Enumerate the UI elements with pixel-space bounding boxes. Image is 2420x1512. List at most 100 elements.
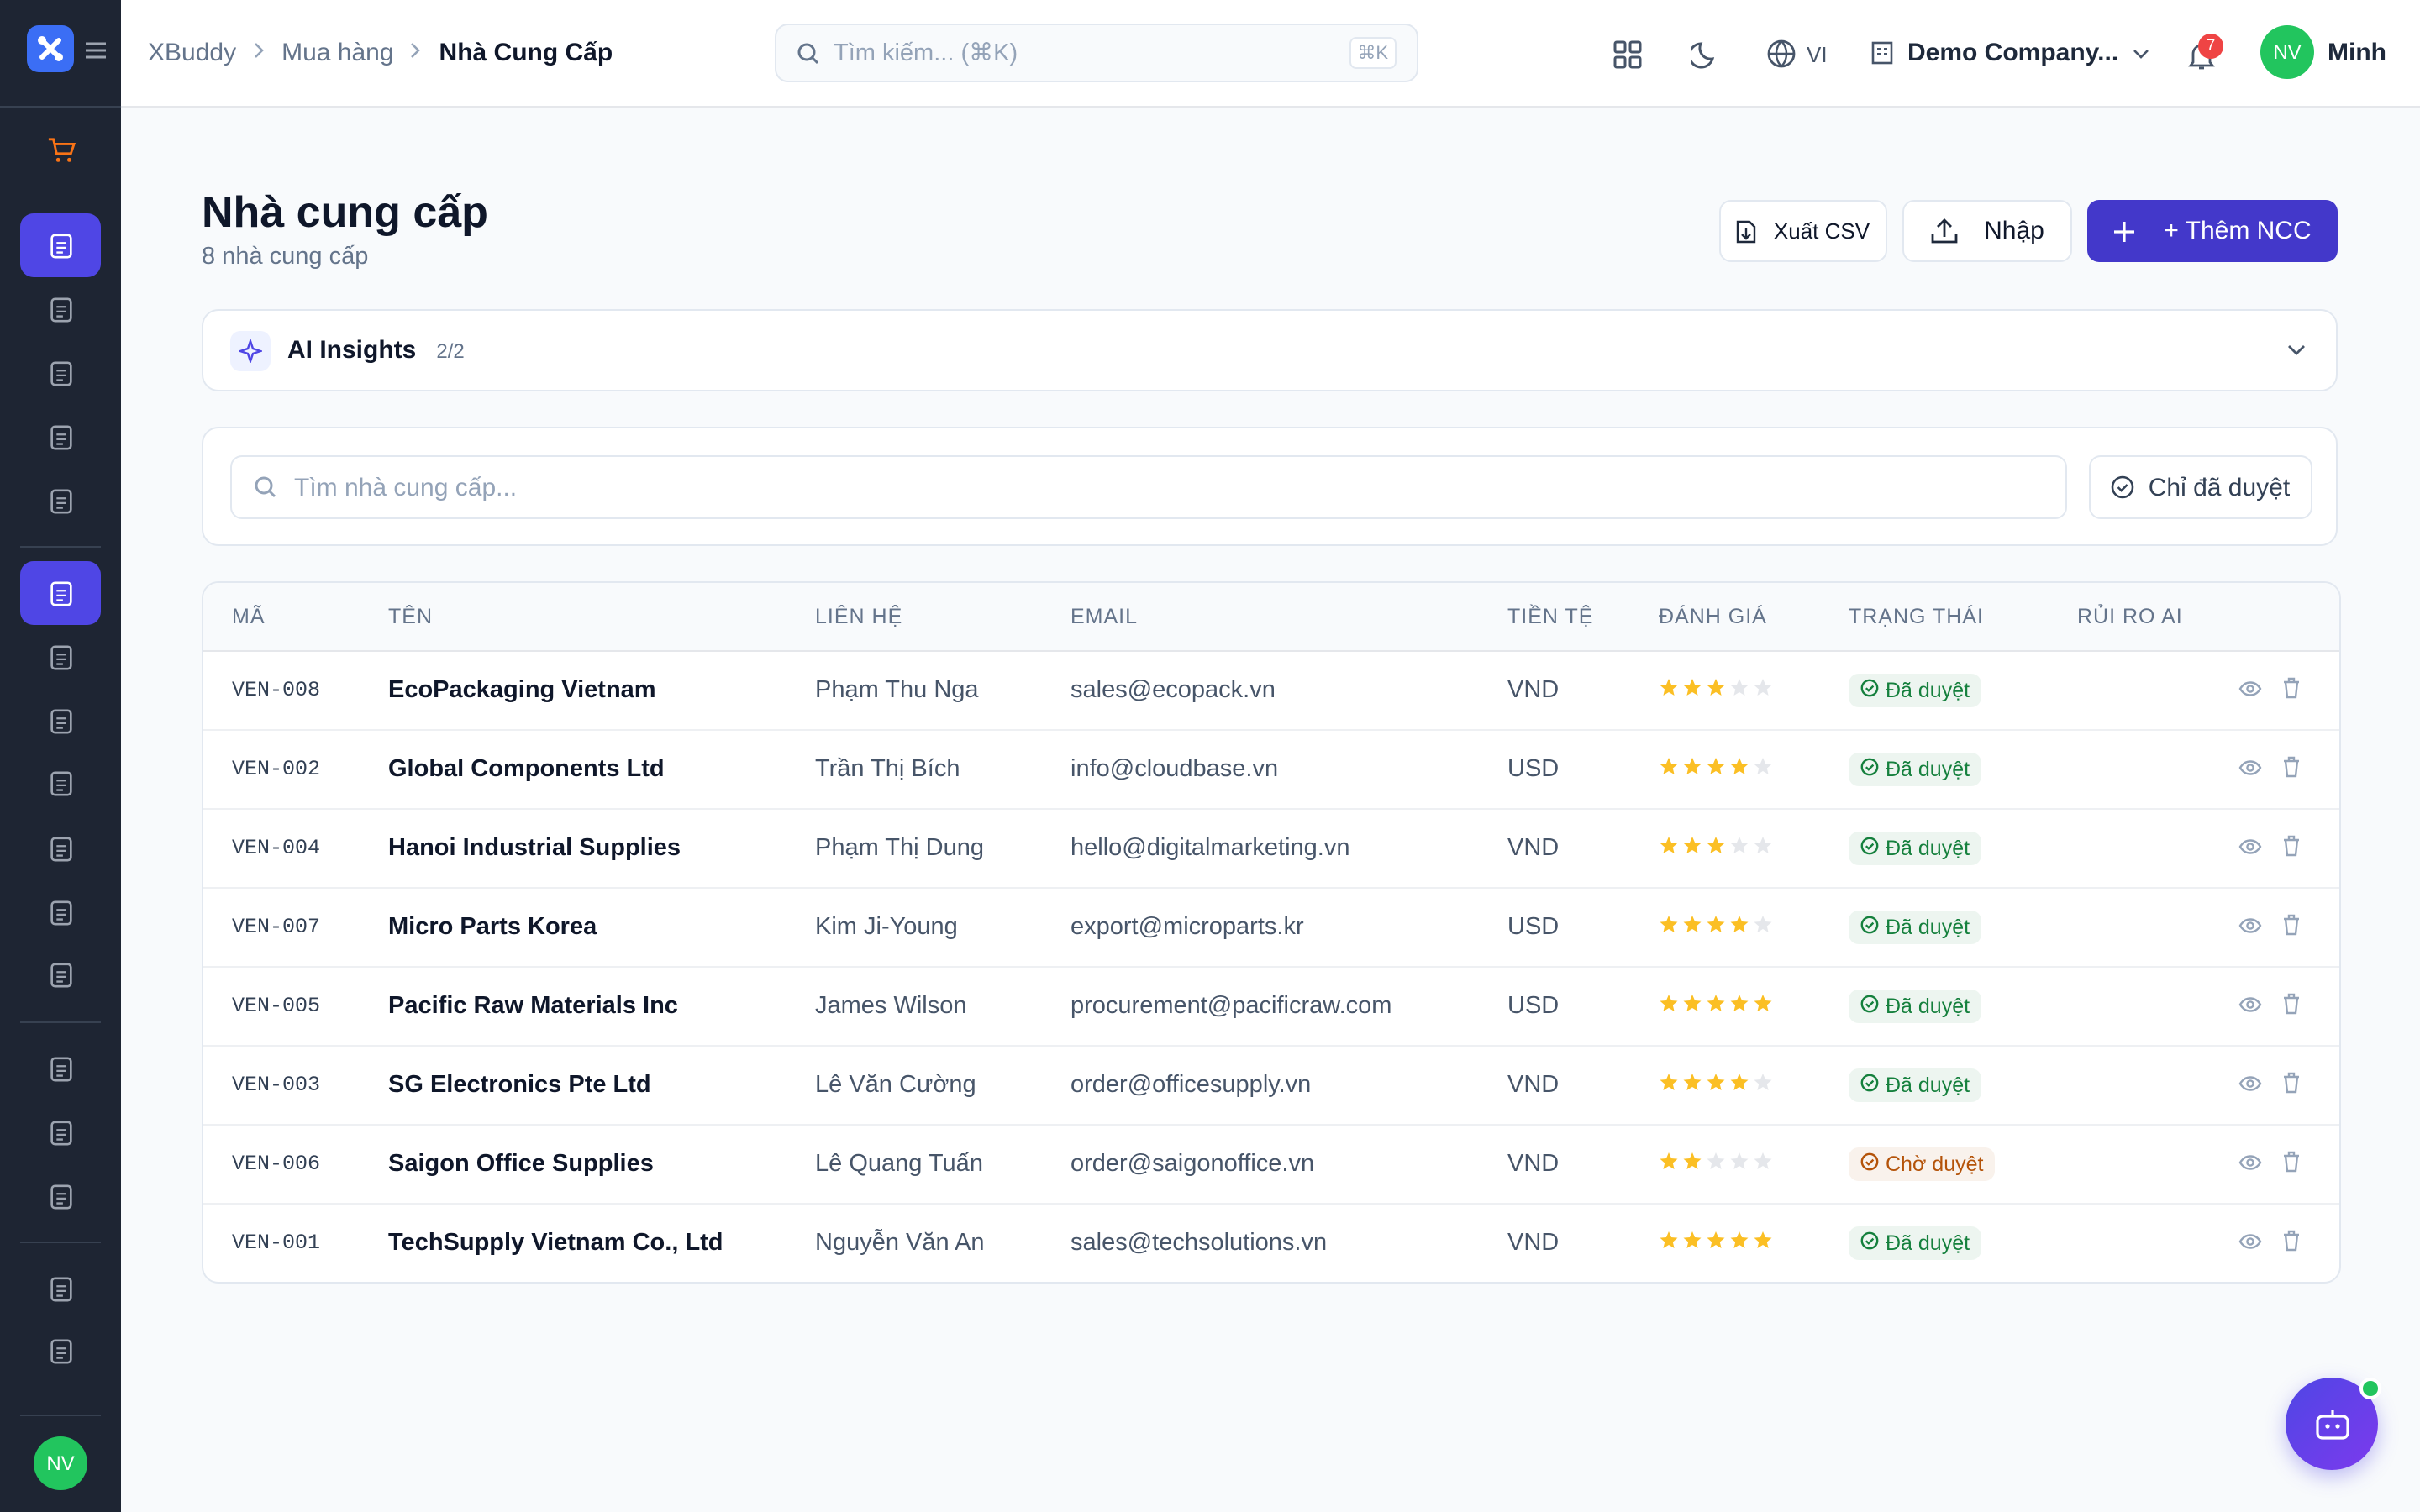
nav-item[interactable] <box>20 942 101 1006</box>
vendor-code: VEN-006 <box>232 1152 321 1176</box>
logo[interactable] <box>27 25 74 72</box>
vendor-name[interactable]: Pacific Raw Materials Inc <box>388 993 678 1020</box>
star <box>1706 914 1726 941</box>
column-header: EMAIL <box>1071 605 1139 628</box>
nav-item[interactable] <box>20 469 101 533</box>
vendor-code: VEN-005 <box>232 995 321 1018</box>
delete-button[interactable] <box>2282 992 2301 1021</box>
nav-item[interactable] <box>20 751 101 815</box>
column-header: RỦI RO AI <box>2077 605 2183 628</box>
delete-button[interactable] <box>2282 755 2301 784</box>
ai-insights[interactable]: AI Insights 2/2 <box>202 309 2338 391</box>
star <box>1729 914 1749 941</box>
language-code: VI <box>1807 41 1828 66</box>
row-actions <box>2238 1229 2339 1257</box>
nav-item[interactable] <box>20 1037 101 1100</box>
vendor-email: order@officesupply.vn <box>1071 1072 1312 1099</box>
nav-item[interactable] <box>20 277 101 341</box>
row-actions <box>2238 676 2339 705</box>
nav-item[interactable] <box>20 1100 101 1164</box>
nav-item[interactable] <box>20 816 101 880</box>
status-icon <box>1860 1231 1879 1255</box>
nav-item[interactable] <box>20 405 101 469</box>
vendor-name[interactable]: Global Components Ltd <box>388 756 665 783</box>
table-row: VEN-003 SG Electronics Pte Ltd Lê Văn Cườn… <box>203 1047 2339 1126</box>
status-icon <box>1860 837 1879 860</box>
user-name[interactable]: Minh <box>2328 39 2386 67</box>
vendor-search[interactable]: Tìm nhà cung cấp... <box>230 455 2067 519</box>
star <box>1729 835 1749 862</box>
nav-item[interactable] <box>20 1319 101 1383</box>
vendor-name[interactable]: Micro Parts Korea <box>388 914 597 941</box>
delete-button[interactable] <box>2282 834 2301 863</box>
nav-item[interactable] <box>20 625 101 689</box>
view-button[interactable] <box>2238 992 2262 1021</box>
delete-button[interactable] <box>2282 1229 2301 1257</box>
vendor-email: sales@ecopack.vn <box>1071 677 1276 704</box>
status-icon <box>1860 1152 1879 1176</box>
notification-count: 7 <box>2198 34 2223 59</box>
vendor-contact: Lê Quang Tuấn <box>815 1151 983 1178</box>
cart-shortcut[interactable] <box>20 118 101 181</box>
sidebar-avatar[interactable]: NV <box>34 1436 87 1490</box>
vendor-name[interactable]: EcoPackaging Vietnam <box>388 677 656 704</box>
nav-item[interactable] <box>20 1257 101 1320</box>
vendor-email: procurement@pacificraw.com <box>1071 993 1392 1020</box>
global-search[interactable]: Tìm kiếm... (⌘K) ⌘K <box>775 24 1418 82</box>
nav-item[interactable] <box>20 561 101 625</box>
import-button[interactable]: Nhập <box>1902 200 2072 262</box>
view-button[interactable] <box>2238 834 2262 863</box>
nav-item[interactable] <box>20 213 101 277</box>
delete-button[interactable] <box>2282 1071 2301 1100</box>
breadcrumb-item[interactable]: XBuddy <box>148 38 237 66</box>
delete-button[interactable] <box>2282 913 2301 942</box>
star <box>1753 835 1773 862</box>
nav-item[interactable] <box>20 689 101 753</box>
rating <box>1659 1072 1849 1099</box>
export-button[interactable]: Xuất CSV <box>1719 200 1887 262</box>
divider <box>20 546 101 548</box>
nav-item[interactable] <box>20 880 101 944</box>
add-button[interactable]: + Thêm NCC <box>2087 200 2338 262</box>
status-cell: Đã duyệt <box>1849 1226 2077 1260</box>
status-text: Đã duyệt <box>1886 995 1970 1018</box>
user-avatar[interactable]: NV <box>2260 25 2314 79</box>
view-button[interactable] <box>2238 1150 2262 1179</box>
vendor-name[interactable]: SG Electronics Pte Ltd <box>388 1072 651 1099</box>
star <box>1706 756 1726 783</box>
ai-icon <box>230 330 271 370</box>
star <box>1729 677 1749 704</box>
delete-button[interactable] <box>2282 1150 2301 1179</box>
status-cell: Chờ duyệt <box>1849 1147 2077 1181</box>
view-button[interactable] <box>2238 676 2262 705</box>
vendor-contact: Kim Ji-Young <box>815 914 958 941</box>
divider <box>20 1021 101 1023</box>
view-button[interactable] <box>2238 913 2262 942</box>
rating <box>1659 1151 1849 1178</box>
theme-icon[interactable] <box>1691 40 1719 69</box>
status-icon <box>1860 916 1879 939</box>
nav-item[interactable] <box>20 341 101 405</box>
star <box>1753 993 1773 1020</box>
status-cell: Đã duyệt <box>1849 990 2077 1023</box>
star <box>1729 756 1749 783</box>
apps-icon[interactable] <box>1613 40 1642 69</box>
vendor-name[interactable]: Hanoi Industrial Supplies <box>388 835 681 862</box>
approved-filter[interactable]: Chỉ đã duyệt <box>2089 455 2312 519</box>
nav-item[interactable] <box>20 1164 101 1228</box>
expand-icon <box>2288 345 2305 355</box>
delete-button[interactable] <box>2282 676 2301 705</box>
view-button[interactable] <box>2238 1229 2262 1257</box>
company-switcher[interactable]: Demo Company... <box>1870 39 2149 67</box>
vendor-name[interactable]: TechSupply Vietnam Co., Ltd <box>388 1230 723 1257</box>
status-cell: Đã duyệt <box>1849 753 2077 786</box>
vendor-name[interactable]: Saigon Office Supplies <box>388 1151 654 1178</box>
view-button[interactable] <box>2238 1071 2262 1100</box>
language[interactable]: VI <box>1766 39 1828 69</box>
breadcrumb-item[interactable]: Mua hàng <box>281 38 394 66</box>
divider <box>0 106 121 108</box>
status-icon <box>1860 758 1879 781</box>
menu-toggle[interactable] <box>84 40 108 60</box>
view-button[interactable] <box>2238 755 2262 784</box>
